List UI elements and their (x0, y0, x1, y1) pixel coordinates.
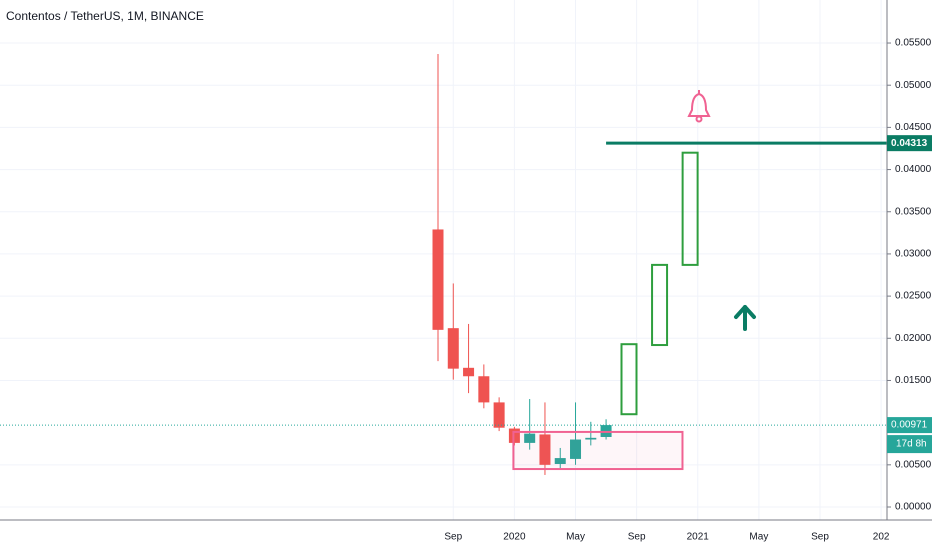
y-tick-label: 0.02500 (895, 291, 932, 302)
y-tick-label: 0.04500 (895, 122, 932, 133)
y-tick-label: 0.05500 (895, 38, 932, 49)
candle-body (463, 367, 475, 377)
projection-box (620, 343, 638, 416)
projection-box (681, 151, 699, 266)
candle-body (570, 439, 582, 459)
alert-price-tag (887, 135, 932, 152)
candle-body (539, 434, 551, 465)
candle-body (432, 229, 444, 330)
alert-bell-icon (687, 90, 711, 123)
plot (0, 53, 887, 475)
y-tick-label: 0.00500 (895, 459, 932, 470)
candle-body (447, 328, 459, 369)
candle-body (478, 376, 490, 403)
y-tick-label: 0.05000 (895, 80, 932, 91)
alert-price-label: 0.04313 (891, 138, 928, 149)
x-tick-label: May (566, 532, 585, 543)
x-tick-label: Sep (444, 532, 462, 543)
y-tick-label: 0.02000 (895, 333, 932, 344)
candle-body (554, 458, 566, 464)
y-tick-label: 0.04000 (895, 164, 932, 175)
candle-body (493, 402, 505, 428)
countdown-tag (887, 435, 932, 454)
projection-box (651, 263, 669, 347)
candle-body (524, 433, 536, 443)
y-tick-label: 0.03500 (895, 206, 932, 217)
chart-title: Contentos / TetherUS, 1M, BINANCE (6, 9, 204, 23)
candle-body (585, 437, 597, 440)
x-tick-label: Sep (628, 532, 646, 543)
x-tick-label: Sep (811, 532, 829, 543)
range-box (512, 430, 684, 471)
y-tick-label: 0.03000 (895, 249, 932, 260)
last-price-label: 0.00971 (891, 420, 928, 431)
x-tick-label: May (749, 532, 768, 543)
x-tick-label: 2021 (687, 532, 710, 543)
x-tick-label: 202 (873, 532, 890, 543)
x-tick-label: 2020 (503, 532, 526, 543)
countdown-label: 17d 8h (896, 439, 927, 450)
last-price-tag (887, 417, 932, 434)
y-tick-label: 0.01500 (895, 375, 932, 386)
y-tick-label: 0.00000 (895, 502, 932, 513)
up-arrow-icon (734, 305, 756, 331)
